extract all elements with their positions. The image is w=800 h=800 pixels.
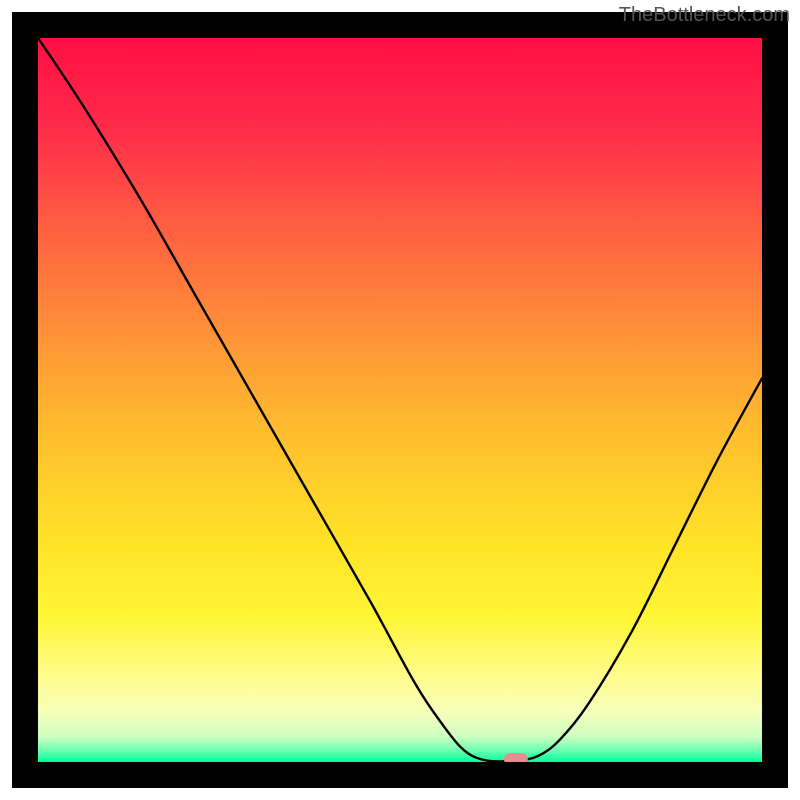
attribution-label: TheBottleneck.com: [619, 4, 790, 27]
bottleneck-chart: [0, 0, 800, 800]
chart-background: [38, 38, 762, 762]
